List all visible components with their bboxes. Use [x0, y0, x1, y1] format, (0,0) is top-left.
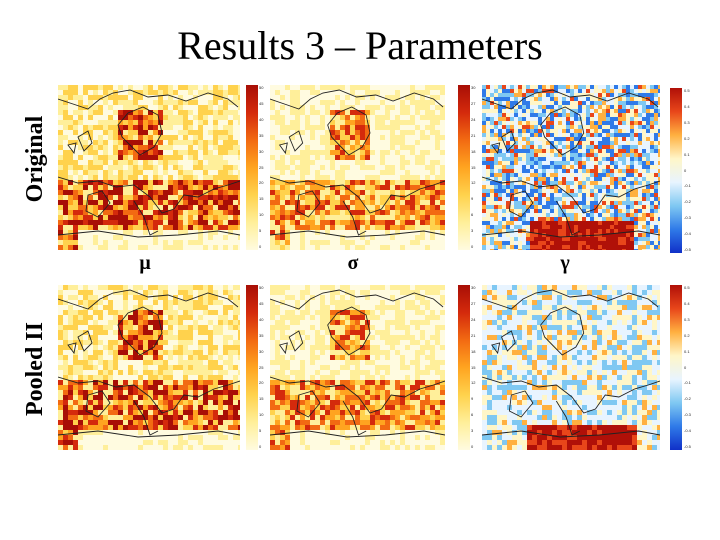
colorbar-tick-label: 40 [259, 116, 264, 122]
colorbar-tick-label: 5 [259, 228, 262, 234]
map-original-mu [58, 85, 240, 250]
colorbar-tick-label: 0.5 [684, 285, 690, 290]
colorbar-pooled-gamma [670, 285, 682, 450]
colorbar-tick-label: 24 [471, 316, 476, 322]
colorbar-tick-label: 3 [471, 228, 474, 234]
colorbar-tick-label: 50 [259, 285, 264, 290]
colorbar-tick-label: 15 [259, 396, 264, 402]
colorbar-tick-label: 0.2 [684, 135, 690, 141]
colorbar-tick-label: 12 [471, 380, 476, 386]
colorbar-tick-label: 18 [471, 148, 476, 154]
colorbar-tick-label: 6 [471, 212, 474, 218]
colorbar-tick-label: 0.5 [684, 88, 690, 93]
colorbar-tick-label: 10 [259, 412, 264, 418]
colorbar-tick-label: -0.5 [684, 247, 691, 252]
colorbar-original-gamma [670, 88, 682, 253]
colorbar-tick-label: 30 [471, 285, 476, 290]
colorbar-tick-label: 0.3 [684, 119, 690, 125]
colorbar-tick-label: -0.1 [684, 183, 691, 189]
row-label-pooled: Pooled II [22, 322, 48, 417]
colorbar-tick-label: -0.4 [684, 231, 691, 237]
colorbar-tick-label: 0 [471, 444, 474, 449]
colorbar-tick-label: 25 [259, 364, 264, 370]
colorbar-tick-label: 12 [471, 180, 476, 186]
colorbar-tick-label: 15 [471, 164, 476, 170]
colorbar-tick-label: 35 [259, 132, 264, 138]
map-pooled-mu [58, 285, 240, 450]
colorbar-tick-label: 40 [259, 316, 264, 322]
colorbar-tick-label: 0 [259, 244, 262, 249]
colorbar-tick-label: 0.4 [684, 103, 690, 109]
map-original-gamma [482, 85, 660, 250]
colorbar-tick-label: -0.1 [684, 380, 691, 386]
colorbar-tick-label: 24 [471, 116, 476, 122]
colorbar-tick-label: 0.2 [684, 332, 690, 338]
colorbar-tick-label: 50 [259, 85, 264, 90]
colorbar-tick-label: 10 [259, 212, 264, 218]
colorbar-tick-label: 27 [471, 300, 476, 306]
colorbar-tick-label: 45 [259, 300, 264, 306]
colorbar-tick-label: 18 [471, 348, 476, 354]
colorbar-tick-label: 21 [471, 332, 476, 338]
colorbar-tick-label: 3 [471, 428, 474, 434]
colorbar-tick-label: 0.4 [684, 300, 690, 306]
colorbar-tick-label: -0.4 [684, 428, 691, 434]
colorbar-tick-label: 21 [471, 132, 476, 138]
map-pooled-sigma [270, 285, 445, 450]
colorbar-tick-label: 0 [684, 364, 687, 370]
map-pooled-gamma [482, 285, 660, 450]
colorbar-tick-label: 0 [471, 244, 474, 249]
colorbar-tick-label: 6 [471, 412, 474, 418]
colorbar-pooled-sigma [458, 285, 470, 450]
colorbar-tick-label: -0.3 [684, 215, 691, 221]
colorbar-pooled-mu [246, 285, 258, 450]
colorbar-tick-label: 25 [259, 164, 264, 170]
colorbar-tick-label: 27 [471, 100, 476, 106]
colorbar-original-mu [246, 85, 258, 250]
colorbar-tick-label: 45 [259, 100, 264, 106]
colorbar-tick-label: 30 [259, 348, 264, 354]
param-label-gamma: γ [560, 252, 570, 274]
colorbar-tick-label: 0 [684, 167, 687, 173]
colorbar-tick-label: 0 [259, 444, 262, 449]
param-label-mu: μ [139, 252, 151, 274]
param-label-sigma: σ [347, 252, 359, 274]
colorbar-tick-label: -0.2 [684, 396, 691, 402]
slide-title: Results 3 – Parameters [177, 23, 543, 68]
colorbar-tick-label: 0.3 [684, 316, 690, 322]
colorbar-tick-label: -0.2 [684, 199, 691, 205]
colorbar-tick-label: 15 [259, 196, 264, 202]
row-label-original: Original [22, 115, 48, 203]
colorbar-tick-label: 9 [471, 196, 474, 202]
colorbar-original-sigma [458, 85, 470, 250]
colorbar-tick-label: 20 [259, 180, 264, 186]
colorbar-tick-label: 20 [259, 380, 264, 386]
map-original-sigma [270, 85, 445, 250]
colorbar-tick-label: 15 [471, 364, 476, 370]
colorbar-tick-label: 30 [471, 85, 476, 90]
colorbar-tick-label: 0.1 [684, 151, 690, 157]
colorbar-tick-label: 9 [471, 396, 474, 402]
colorbar-tick-label: -0.5 [684, 444, 691, 449]
colorbar-tick-label: 35 [259, 332, 264, 338]
colorbar-tick-label: 5 [259, 428, 262, 434]
colorbar-tick-label: 0.1 [684, 348, 690, 354]
colorbar-tick-label: -0.3 [684, 412, 691, 418]
colorbar-tick-label: 30 [259, 148, 264, 154]
